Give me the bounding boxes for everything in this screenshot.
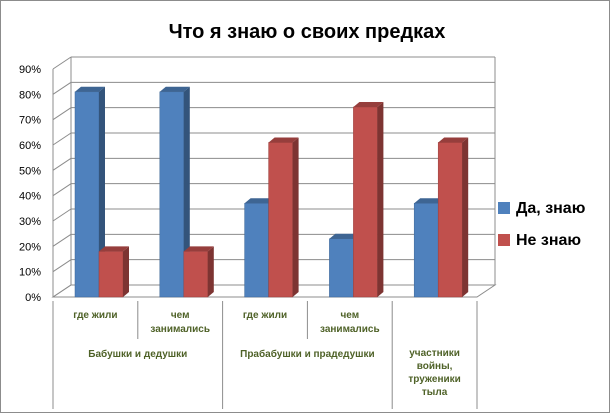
bar-top	[329, 233, 360, 239]
grid-line-diag	[52, 233, 72, 247]
y-tick-label: 20%	[19, 241, 41, 253]
bar-front	[98, 251, 124, 298]
bar-top	[159, 86, 190, 92]
bar-top	[244, 198, 275, 204]
bar	[353, 102, 384, 298]
bar-front	[183, 251, 209, 298]
bar	[98, 246, 129, 298]
y-tick-label: 80%	[19, 89, 41, 101]
bar-front	[413, 203, 439, 298]
bars	[74, 86, 469, 298]
bar-top	[268, 137, 299, 143]
bar-side	[377, 102, 384, 297]
bar-side	[207, 246, 214, 297]
y-tick-label: 50%	[19, 165, 41, 177]
grid-line-diag	[52, 132, 72, 146]
bar-top	[438, 137, 469, 143]
grid-line-diag	[52, 157, 72, 171]
y-tick-label: 0%	[25, 292, 41, 304]
grid-line-diag	[52, 259, 72, 273]
bar	[437, 137, 469, 298]
legend-swatch	[498, 202, 510, 214]
category-label: где жили	[243, 310, 287, 321]
y-axis-ticks: 0% 10% 20% 30% 40% 50% 60% 70% 80% 90%	[19, 64, 41, 304]
y-tick-label: 10%	[19, 267, 41, 279]
group-label: труженики	[408, 374, 460, 385]
y-tick-label: 60%	[19, 140, 41, 152]
group-label: Бабушки и дедушки	[88, 348, 187, 360]
bar-top	[414, 198, 445, 204]
bar-front	[159, 91, 185, 298]
legend: Да, знаю Не знаю	[498, 200, 586, 249]
y-tick-label: 30%	[19, 216, 41, 228]
bar-top	[183, 246, 214, 252]
group-label: участники	[409, 348, 460, 359]
bar	[159, 86, 190, 298]
bar-side	[123, 246, 129, 297]
legend-swatch	[498, 234, 510, 246]
bar-front	[244, 203, 269, 298]
grid-line-diag	[52, 56, 72, 70]
grid-line-diag	[52, 81, 72, 95]
grid-line-diag	[52, 183, 72, 197]
bar-top	[75, 86, 105, 92]
grid-line-diag	[52, 208, 72, 222]
y-tick-label: 40%	[19, 191, 41, 203]
x-axis: где жили чем занимались где жили чем занимали…	[52, 301, 478, 409]
category-label: где жили	[73, 310, 117, 321]
bar-front	[353, 106, 378, 298]
group-label: войны,	[417, 361, 453, 372]
bar	[183, 246, 214, 298]
bar-front	[437, 142, 463, 298]
y-tick-label: 90%	[19, 64, 41, 76]
y-tick-label: 70%	[19, 115, 41, 127]
bar-front	[329, 238, 354, 298]
category-label: занимались	[150, 324, 210, 335]
group-label: тыла	[422, 387, 448, 398]
bar-front	[74, 91, 100, 298]
bar-side	[462, 137, 469, 297]
category-label: чем	[340, 310, 359, 321]
bar-side	[183, 86, 190, 297]
bar	[268, 137, 299, 298]
category-label: чем	[171, 310, 190, 321]
group-label: Прабабушки и прадедушки	[240, 348, 375, 360]
chart-title: Что я знаю о своих предках	[169, 21, 446, 43]
category-label: занимались	[320, 324, 380, 335]
legend-label: Да, знаю	[516, 200, 586, 217]
bar-front	[268, 142, 293, 298]
bar-top	[99, 246, 129, 252]
bar-side	[292, 137, 299, 297]
bar-side	[99, 86, 105, 297]
bar	[74, 86, 105, 298]
legend-label: Не знаю	[516, 232, 581, 249]
bar-top	[353, 102, 384, 107]
grid-line-diag	[52, 107, 72, 121]
grid-line-diag	[52, 284, 72, 298]
